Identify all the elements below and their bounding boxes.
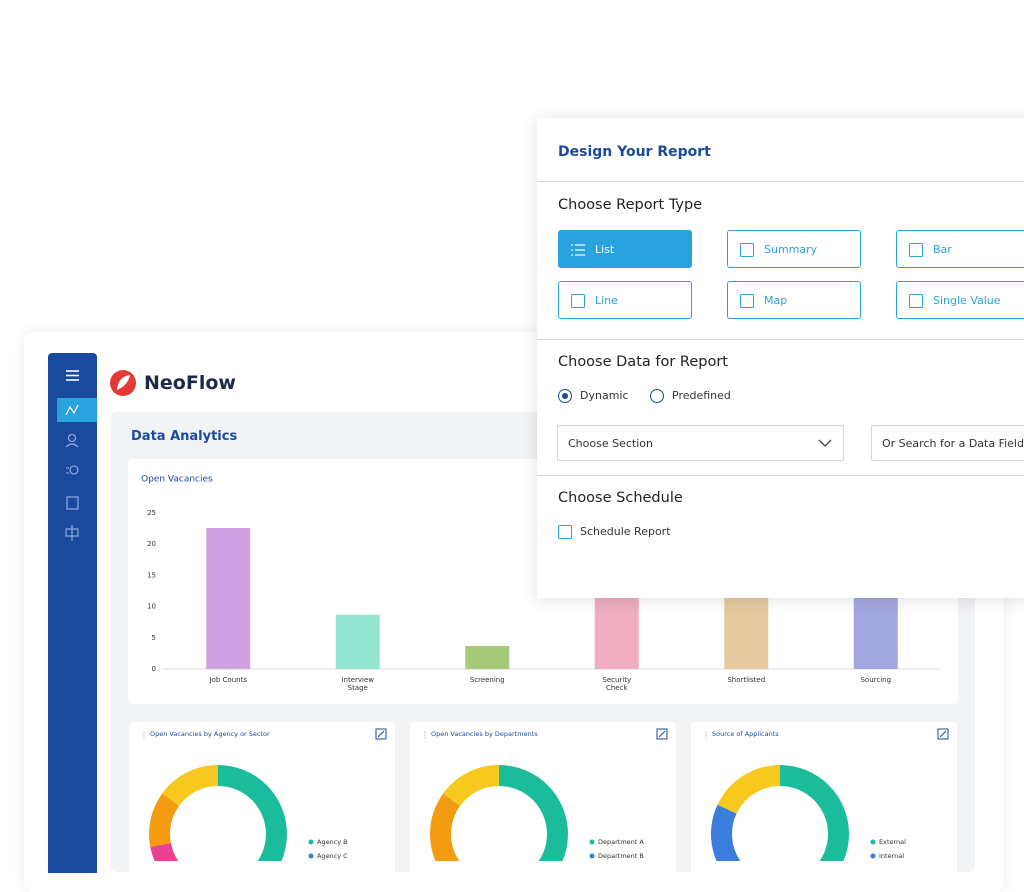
radio-dot — [562, 393, 568, 399]
chart-title: Source of Applicants — [712, 730, 779, 738]
page: NeoFlow Data Analytics Open Vacancies 0 5 1… — [48, 118, 1024, 873]
option-icon — [740, 294, 754, 308]
section-heading: Choose Schedule — [558, 490, 683, 506]
option-icon — [909, 243, 923, 257]
legend-swatch — [589, 839, 595, 845]
y-tick-label: 20 — [147, 540, 156, 548]
report-type-button[interactable]: Line — [558, 281, 692, 319]
legend-label: Agency C — [317, 852, 348, 860]
expand-arrow — [939, 730, 947, 738]
expand-icon[interactable] — [937, 728, 949, 740]
x-tick-label: Security Check — [602, 676, 632, 692]
radio-label: Dynamic — [580, 389, 629, 402]
search-field[interactable]: Or Search for a Data Field — [871, 425, 1024, 461]
option-icon — [909, 294, 923, 308]
bar — [465, 645, 510, 669]
x-tick-label: Sourcing — [860, 676, 892, 684]
legend-swatch — [308, 853, 314, 859]
expand-arrow — [377, 730, 385, 738]
report-type-button[interactable]: Single Value — [896, 281, 1024, 319]
donut-segment — [780, 765, 849, 861]
user-icon[interactable] — [67, 433, 77, 443]
logo-icon — [110, 370, 136, 396]
x-tick-label: Job Counts — [209, 676, 247, 684]
panel-title: Design Your Report — [558, 144, 711, 160]
chart-title: Open Vacancies by Departments — [431, 730, 538, 738]
option-icon — [740, 243, 754, 257]
search-placeholder: Or Search for a Data Field — [882, 437, 1024, 450]
y-tick-label: 5 — [152, 634, 156, 642]
bar — [335, 614, 380, 669]
y-tick-label: 25 — [147, 509, 156, 517]
divider — [537, 181, 1024, 182]
donut-segment — [499, 765, 568, 861]
bar — [853, 594, 898, 669]
y-tick-label: 15 — [147, 571, 156, 579]
divider — [537, 475, 1024, 476]
doc-icon[interactable] — [66, 496, 79, 510]
divider — [537, 339, 1024, 340]
chart-title: Open Vacancies — [141, 475, 213, 485]
report-type-button[interactable]: List — [558, 230, 692, 268]
menu-icon[interactable] — [66, 370, 79, 381]
menu-dots: ⋮ — [702, 731, 710, 740]
x-tick-label: Screening — [469, 676, 505, 684]
people-icon[interactable] — [69, 465, 79, 475]
checkbox-label: Schedule Report — [580, 525, 671, 538]
dropdown-placeholder: Choose Section — [568, 437, 653, 450]
x-tick-label: Interview Stage — [341, 676, 375, 692]
expand-icon[interactable] — [375, 728, 387, 740]
chevron — [818, 439, 832, 447]
app-name: NeoFlow — [144, 372, 236, 394]
legend-label: Internal — [879, 852, 904, 860]
legend-swatch — [870, 839, 876, 845]
donut-segment — [150, 842, 179, 861]
section-dropdown[interactable]: Choose Section — [557, 425, 844, 461]
legend-label: Department A — [598, 838, 644, 846]
analytics-icon[interactable] — [65, 404, 79, 416]
donut-segment — [149, 793, 180, 847]
donut-segment — [162, 765, 218, 806]
expand-arrow — [658, 730, 666, 738]
legend-label: Department B — [598, 852, 644, 860]
y-tick-label: 10 — [147, 603, 156, 611]
radio-label: Predefined — [672, 389, 731, 402]
chart-title: Open Vacancies by Agency or Sector — [150, 730, 270, 738]
checkbox[interactable] — [558, 525, 572, 539]
option-icon — [571, 294, 585, 308]
report-type-button[interactable]: Bar — [896, 230, 1024, 268]
report-panel: Design Your Report Choose Report Type Ch… — [537, 118, 1024, 598]
legend-swatch — [870, 853, 876, 859]
active-nav[interactable] — [57, 398, 97, 422]
legend-swatch — [308, 839, 314, 845]
option-icon — [571, 244, 585, 256]
x-tick-label: Shortlisted — [727, 676, 766, 684]
expand-icon[interactable] — [656, 728, 668, 740]
sidebar — [48, 353, 97, 873]
charts: Open Vacancies 0 5 10 15 20 25 Open Vacancies b… — [140, 475, 949, 861]
donut-segment — [443, 765, 499, 806]
radio[interactable] — [650, 389, 664, 403]
section-heading: Choose Report Type — [558, 197, 703, 213]
donut-segment — [430, 793, 461, 861]
menu-dots: ⋮ — [140, 731, 148, 740]
sidebar-icons — [57, 370, 97, 541]
report-type-button[interactable]: Map — [727, 281, 861, 319]
legend-label: External — [879, 838, 906, 846]
radio[interactable] — [558, 389, 572, 403]
donut-segment — [218, 765, 287, 861]
report-type-button[interactable]: Summary — [727, 230, 861, 268]
legend-label: Agency B — [317, 838, 348, 846]
dashboard-title: Data Analytics — [131, 429, 238, 444]
bar — [206, 527, 251, 669]
donut-segment — [717, 765, 780, 814]
legend-swatch — [589, 853, 595, 859]
donut-segment — [711, 804, 741, 861]
section-heading: Choose Data for Report — [558, 354, 728, 370]
y-tick-label: 0 — [152, 665, 156, 673]
menu-dots: ⋮ — [421, 731, 429, 740]
